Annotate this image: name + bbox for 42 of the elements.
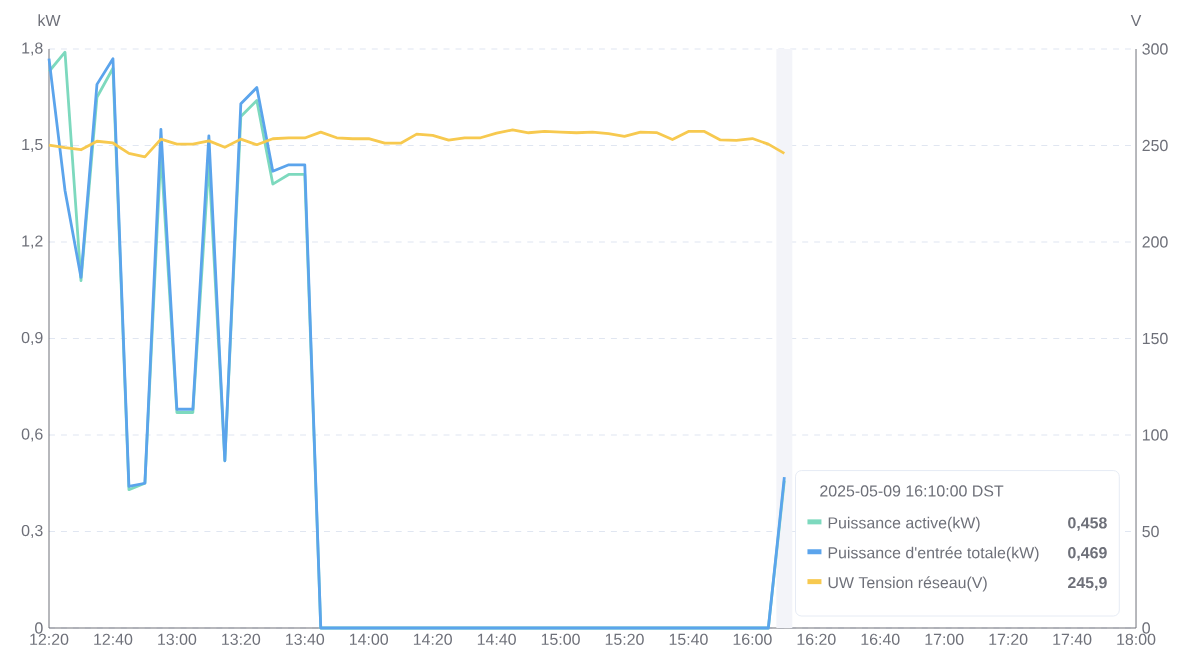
y-tick-label: 0,9 <box>21 331 43 346</box>
x-tick-label: 13:40 <box>286 633 325 645</box>
x-tick-label: 17:00 <box>925 633 964 645</box>
x-tick-label: 17:40 <box>1053 633 1092 645</box>
x-tick-label: 13:20 <box>222 633 261 645</box>
x-tick-label: 16:00 <box>733 633 772 645</box>
x-tick-label: 14:20 <box>413 633 452 645</box>
x-tick-label: 14:00 <box>349 633 389 645</box>
legend-label: Puissance d'entrée totale(kW) <box>828 546 1039 562</box>
x-tick-label: 12:40 <box>94 633 133 645</box>
x-tick-label: 16:20 <box>797 633 836 645</box>
y2-tick-label: 300 <box>1142 43 1168 55</box>
y2-tick-label: 200 <box>1142 236 1168 248</box>
x-tick-label: 13:00 <box>158 633 197 645</box>
y2-tick-label: 150 <box>1142 332 1168 345</box>
y-tick-label: 1,2 <box>22 235 43 249</box>
y-axis-title: kW <box>38 14 61 26</box>
line-series <box>47 128 786 159</box>
y2-tick-label: 100 <box>1142 429 1168 441</box>
y2-axis-title: V <box>1130 14 1142 26</box>
x-tick-label: 14:40 <box>477 633 516 645</box>
x-tick-label: 15:20 <box>605 633 644 645</box>
x-tick-label: 17:20 <box>989 633 1028 645</box>
y-tick-label: 0 <box>35 622 43 634</box>
y2-tick-label: 0 <box>1142 622 1150 634</box>
annotation: 245,9 <box>1068 577 1107 591</box>
x-tick-label: 16:40 <box>861 633 900 645</box>
y-tick-label: 0,3 <box>21 524 43 539</box>
y-tick-label: 1,5 <box>22 138 43 152</box>
x-tick-label: 15:00 <box>541 633 580 645</box>
x-tick-label: 15:40 <box>669 633 708 645</box>
y2-tick-label: 250 <box>1142 139 1168 152</box>
y-tick-label: 1,8 <box>22 42 43 56</box>
y2-tick-label: 50 <box>1142 525 1159 538</box>
legend-label: Puissance active(kW) <box>828 516 980 532</box>
legend-label: UW Tension réseau(V) <box>828 576 987 592</box>
annotation: 0,458 <box>1068 517 1107 531</box>
annotation: 2025-05-09 16:10:00 DST <box>820 485 1004 497</box>
y-tick-label: 0,6 <box>21 428 43 442</box>
x-tick-label: 18:00 <box>1117 633 1156 645</box>
x-tick-label: 12:20 <box>30 633 69 645</box>
annotation: 0,469 <box>1068 547 1107 561</box>
